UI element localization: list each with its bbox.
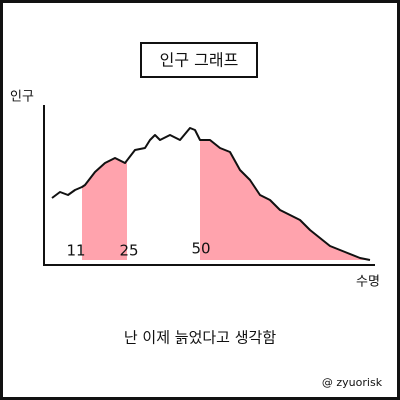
marker-label: 50 [191, 240, 210, 258]
population-curve [51, 127, 371, 261]
axes [43, 105, 375, 266]
marker-label: 25 [119, 242, 138, 260]
caption: 난 이제 늙었다고 생각함 [124, 329, 277, 347]
marker-label: 11 [66, 242, 85, 260]
y-axis-label: 인구 [10, 90, 34, 105]
highlight-old [200, 140, 370, 260]
title-box [140, 42, 258, 78]
highlight-young [82, 158, 127, 260]
x-axis-label: 수명 [356, 275, 380, 290]
title: 인구 그래프 [160, 51, 239, 70]
credit: @ zyuorisk [322, 376, 383, 389]
